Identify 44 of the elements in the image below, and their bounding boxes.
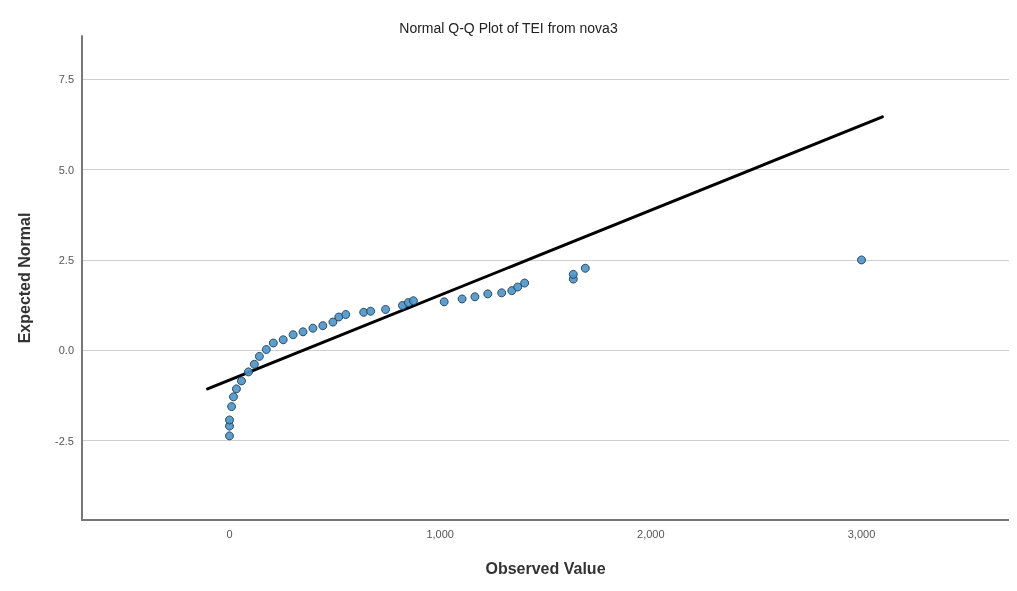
y-axis-title: Expected Normal	[15, 212, 33, 344]
x-tick-label: 2,000	[637, 527, 665, 540]
point	[513, 282, 523, 292]
point	[224, 415, 234, 425]
x-tick-label: 0	[226, 527, 233, 540]
point	[408, 296, 418, 306]
y-tick-label: 7.5	[58, 73, 74, 86]
point	[228, 392, 238, 402]
point	[439, 297, 449, 307]
point	[254, 351, 264, 361]
y-tick-label: 0.0	[58, 344, 74, 357]
point	[231, 384, 241, 394]
point	[328, 317, 338, 327]
point	[298, 327, 308, 337]
point	[261, 345, 271, 355]
point	[483, 289, 493, 299]
point	[457, 294, 467, 304]
x-tick-label: 1,000	[426, 527, 454, 540]
point	[334, 312, 344, 322]
y-tick-label: -2.5	[55, 434, 74, 447]
point	[236, 376, 246, 386]
x-tick-label: 3,000	[847, 527, 876, 540]
point	[288, 330, 298, 340]
point	[568, 269, 578, 279]
point	[366, 306, 376, 316]
point	[268, 338, 278, 348]
point	[497, 288, 507, 298]
y-tick-label: 2.5	[58, 253, 74, 266]
point	[857, 255, 867, 265]
point	[224, 431, 234, 441]
point	[243, 367, 253, 377]
point	[278, 335, 288, 345]
point	[381, 304, 391, 314]
point	[580, 263, 590, 273]
point	[341, 309, 351, 319]
point	[318, 321, 328, 331]
point	[227, 402, 237, 412]
point	[520, 278, 530, 288]
y-tick-label: 5.0	[58, 163, 74, 176]
point	[470, 292, 480, 302]
point	[249, 359, 259, 369]
point	[308, 323, 318, 333]
chart-title: Normal Q-Q Plot of TEI from nova3	[399, 20, 618, 36]
x-axis-title: Observed Value	[485, 559, 606, 577]
